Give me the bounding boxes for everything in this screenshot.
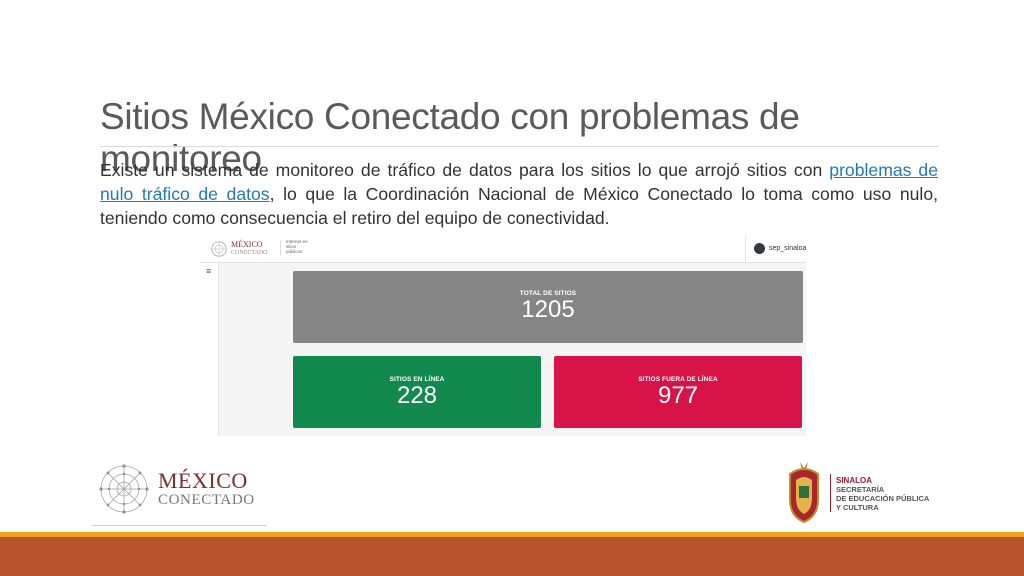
- user-avatar[interactable]: [754, 243, 765, 254]
- dashboard-logo-title: MÉXICO: [231, 240, 263, 249]
- nulo-trafico-link[interactable]: problemas de nulo tráfico de datos: [100, 160, 938, 204]
- monitoring-dashboard-screenshot: MÉXICO CONECTADO Internet en sitios públ…: [200, 236, 806, 436]
- sinaloa-divider: [830, 474, 831, 512]
- sinaloa-secretaria-text: SECRETARÍA DE EDUCACIÓN PÚBLICA Y CULTUR…: [836, 485, 946, 512]
- header-divider: [280, 240, 281, 256]
- mexico-conectado-logo-icon: [99, 464, 149, 514]
- body-text-start: Existe un sistema de monitoreo de tráfic…: [100, 160, 830, 180]
- user-name[interactable]: sep_sinaloa: [769, 245, 806, 252]
- user-separator: [745, 236, 746, 262]
- slide-body: Existe un sistema de monitoreo de tráfic…: [100, 158, 938, 230]
- dashboard-app-label: Internet en sitios públicos: [286, 239, 308, 254]
- online-sites-value: 228: [396, 382, 438, 409]
- sinaloa-line: Y CULTURA: [836, 503, 879, 512]
- mexico-logo-subtitle: CONECTADO: [158, 492, 255, 508]
- mexico-conectado-network-icon: [211, 241, 227, 257]
- sinaloa-coat-of-arms-icon: [789, 462, 819, 524]
- offline-sites-value: 977: [657, 382, 699, 409]
- body-text-end: , lo que la Coordinación Nacional de Méx…: [100, 184, 938, 228]
- offline-sites-card: SITIOS FUERA DE LÍNEA 977: [554, 356, 802, 428]
- dashboard-sidebar: ≡: [200, 263, 219, 436]
- dashboard-logo-subtitle: CONECTADO: [231, 250, 268, 256]
- sinaloa-line: SECRETARÍA: [836, 485, 885, 494]
- sinaloa-line: DE EDUCACIÓN PÚBLICA: [836, 494, 930, 503]
- offline-sites-label: SITIOS FUERA DE LÍNEA: [638, 376, 718, 383]
- slide-title: Sitios México Conectado con problemas de…: [100, 96, 800, 179]
- total-sites-label: TOTAL DE SITIOS: [519, 290, 577, 297]
- logo-underline: [92, 525, 266, 526]
- total-sites-card: TOTAL DE SITIOS 1205: [293, 271, 803, 343]
- footer-accent-bar: [0, 532, 1024, 537]
- dashboard-header: MÉXICO CONECTADO Internet en sitios públ…: [200, 236, 806, 263]
- online-sites-label: SITIOS EN LÍNEA: [389, 376, 445, 383]
- sinaloa-title: SINALOA: [836, 476, 872, 485]
- online-sites-card: SITIOS EN LÍNEA 228: [293, 356, 541, 428]
- title-divider: [100, 146, 938, 147]
- mexico-logo-title: MÉXICO: [158, 468, 248, 493]
- total-sites-value: 1205: [521, 296, 575, 323]
- footer-bar: [0, 537, 1024, 576]
- menu-icon[interactable]: ≡: [206, 266, 212, 276]
